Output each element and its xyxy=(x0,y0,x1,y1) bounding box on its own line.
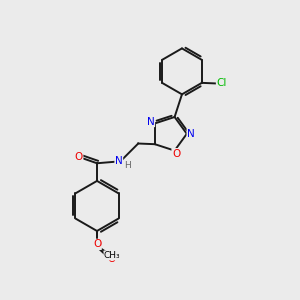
Text: N: N xyxy=(115,156,123,166)
Text: N: N xyxy=(187,129,195,139)
Text: N: N xyxy=(147,117,154,127)
Text: O: O xyxy=(75,152,83,162)
Text: O: O xyxy=(93,239,101,250)
Text: H: H xyxy=(124,161,131,170)
Text: Cl: Cl xyxy=(216,78,227,88)
Text: O: O xyxy=(108,254,116,264)
Text: O: O xyxy=(93,239,101,249)
Text: CH₃: CH₃ xyxy=(104,251,121,260)
Text: O: O xyxy=(172,148,180,159)
